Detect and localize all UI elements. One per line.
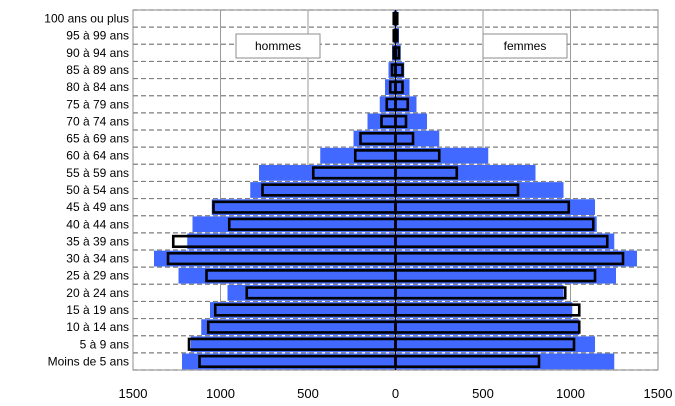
x-tick-label: 1500	[119, 386, 148, 401]
label-femmes: femmes	[482, 33, 568, 59]
category-label: 40 à 44 ans	[66, 217, 129, 231]
bar-femmes-filled	[395, 250, 637, 267]
bar-femmes-filled	[395, 319, 580, 336]
bar-hommes-filled	[190, 336, 396, 353]
bar-femmes-filled	[395, 62, 405, 78]
x-tick-label: 0	[392, 386, 399, 401]
category-label: 50 à 54 ans	[66, 183, 129, 197]
bar-hommes-filled	[259, 164, 396, 181]
category-label: 75 à 79 ans	[66, 97, 129, 111]
bar-femmes-filled	[395, 284, 564, 301]
category-label: 95 à 99 ans	[66, 29, 129, 43]
bar-hommes-filled	[211, 199, 396, 216]
bar-hommes-filled	[154, 250, 396, 267]
category-label: 60 à 64 ans	[66, 149, 129, 163]
filled-bars-layer	[154, 10, 637, 370]
category-label: Moins de 5 ans	[48, 354, 129, 368]
category-label: 100 ans ou plus	[44, 12, 129, 26]
x-tick-label: 500	[472, 386, 494, 401]
bar-femmes-filled	[395, 233, 615, 250]
category-label: 35 à 39 ans	[66, 234, 129, 248]
category-label: 15 à 19 ans	[66, 303, 129, 317]
bar-femmes-filled	[395, 267, 616, 284]
label-femmes-text: femmes	[504, 39, 547, 53]
bar-hommes-filled	[187, 233, 396, 250]
bar-hommes-filled	[182, 353, 396, 370]
bar-hommes-filled	[320, 147, 396, 164]
category-label: 10 à 14 ans	[66, 320, 129, 334]
bar-femmes-filled	[395, 336, 595, 353]
bar-femmes-filled	[395, 302, 573, 318]
category-label: 45 à 49 ans	[66, 200, 129, 214]
x-tick-label: 1500	[644, 386, 673, 401]
bar-hommes-filled	[210, 302, 396, 318]
category-label: 90 à 94 ans	[66, 46, 129, 60]
label-hommes-box	[235, 33, 321, 59]
x-tick-label: 1000	[556, 386, 585, 401]
label-femmes-box	[482, 33, 568, 59]
bar-femmes-filled	[395, 113, 427, 130]
bar-femmes-filled	[395, 164, 536, 181]
bar-hommes-filled	[353, 130, 396, 147]
bar-hommes-filled	[178, 267, 396, 284]
category-label: 85 à 89 ans	[66, 63, 129, 77]
label-hommes: hommes	[235, 33, 321, 59]
labels-layer: Moins de 5 ans 5 à 9 ans 10 à 14 ans 15 à 1…	[44, 12, 672, 401]
bar-hommes-filled	[192, 216, 396, 233]
bar-hommes-filled	[201, 319, 396, 336]
bar-femmes-filled	[395, 353, 615, 370]
bar-hommes-filled	[250, 182, 396, 198]
bar-femmes-filled	[395, 147, 489, 164]
bar-femmes-filled	[395, 216, 597, 233]
category-label: 30 à 34 ans	[66, 252, 129, 266]
bar-femmes-filled	[395, 130, 440, 147]
outline-bars-layer	[166, 11, 625, 369]
category-label: 25 à 29 ans	[66, 269, 129, 283]
category-label: 70 à 74 ans	[66, 114, 129, 128]
bar-femmes-filled	[395, 199, 595, 216]
x-tick-label: 500	[297, 386, 319, 401]
bar-femmes-filled	[395, 182, 564, 198]
category-label: 20 à 24 ans	[66, 286, 129, 300]
x-tick-label: 1000	[206, 386, 235, 401]
category-label: 65 à 69 ans	[66, 132, 129, 146]
label-hommes-text: hommes	[255, 39, 301, 53]
category-label: 55 à 59 ans	[66, 166, 129, 180]
bar-femmes-filled	[395, 96, 417, 113]
bar-hommes-filled	[227, 284, 396, 301]
category-label: 5 à 9 ans	[80, 337, 129, 351]
category-label: 80 à 84 ans	[66, 80, 129, 94]
